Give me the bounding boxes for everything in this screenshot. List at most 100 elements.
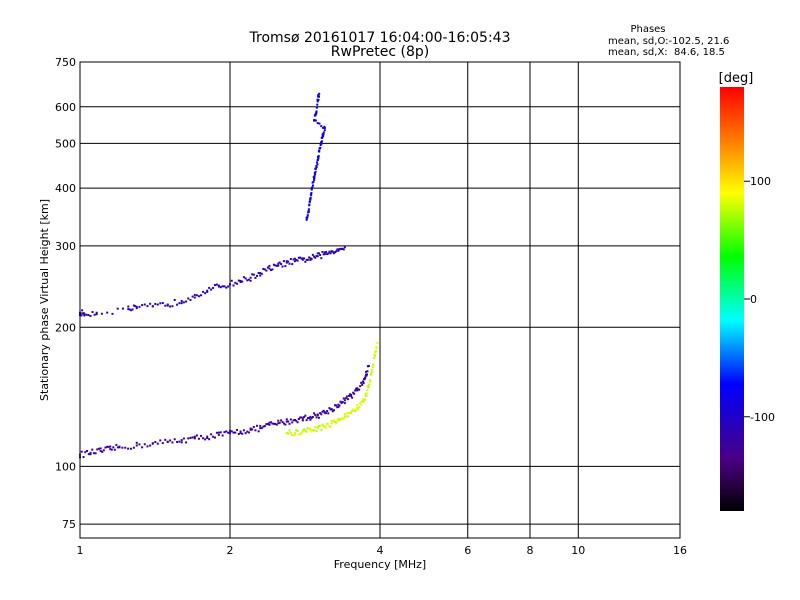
data-point — [339, 418, 342, 421]
data-point — [364, 377, 367, 380]
phases-title: Phases — [630, 24, 665, 35]
data-point — [189, 436, 192, 439]
data-point — [322, 133, 325, 136]
data-point — [309, 415, 312, 418]
data-point — [229, 432, 231, 435]
data-point — [287, 420, 290, 423]
data-point — [221, 434, 224, 437]
data-point — [307, 208, 310, 211]
data-point — [331, 420, 334, 423]
data-point — [340, 417, 343, 420]
data-point — [350, 395, 353, 398]
data-point — [208, 286, 211, 289]
data-point — [316, 99, 319, 102]
data-point — [244, 277, 247, 280]
data-point — [180, 439, 183, 442]
data-point — [161, 442, 164, 445]
data-point — [285, 418, 288, 421]
data-point — [132, 304, 135, 307]
data-point — [159, 302, 162, 305]
data-point — [288, 429, 291, 432]
data-point — [161, 302, 164, 305]
data-point — [341, 401, 344, 404]
data-point — [301, 258, 304, 261]
data-point — [116, 446, 119, 449]
data-point — [340, 402, 343, 405]
data-point — [316, 159, 319, 162]
data-point — [354, 409, 357, 412]
data-point — [318, 150, 321, 153]
data-point — [346, 415, 349, 418]
data-point — [312, 184, 315, 187]
data-point — [132, 446, 135, 449]
y-tick-label: 100 — [55, 460, 76, 473]
data-point — [335, 250, 338, 253]
data-point — [219, 286, 222, 289]
plot-frame — [79, 61, 681, 539]
data-point — [89, 451, 92, 454]
data-point — [195, 434, 198, 437]
data-point — [336, 406, 339, 409]
data-point — [239, 280, 242, 283]
data-point — [360, 403, 363, 406]
data-point — [242, 429, 245, 432]
data-point — [254, 276, 257, 279]
colorbar-ticks: 100 0 -100 — [744, 175, 775, 424]
data-point — [328, 425, 331, 428]
data-point — [330, 408, 333, 411]
data-point — [208, 438, 211, 441]
data-point — [367, 386, 370, 389]
data-point — [99, 447, 102, 450]
data-point — [309, 428, 312, 431]
data-point — [342, 397, 345, 400]
data-point — [352, 408, 355, 411]
data-point — [337, 249, 340, 252]
data-point — [210, 288, 213, 291]
data-point — [223, 285, 226, 288]
data-point — [305, 430, 308, 433]
data-point — [275, 423, 278, 426]
data-point — [308, 427, 311, 430]
data-point — [310, 194, 313, 197]
data-point — [128, 308, 131, 311]
data-point — [112, 446, 115, 449]
data-point — [80, 450, 83, 453]
data-point — [362, 381, 365, 384]
colorbar-tick-label: -100 — [750, 411, 775, 424]
data-point — [291, 421, 294, 424]
data-point — [354, 389, 357, 392]
data-point — [364, 398, 367, 401]
data-point — [269, 421, 272, 424]
data-point — [236, 282, 239, 285]
data-point — [257, 430, 260, 433]
data-point — [314, 426, 317, 429]
data-point — [195, 294, 198, 297]
data-point — [315, 416, 318, 419]
data-point — [89, 453, 92, 456]
data-point — [301, 430, 304, 433]
data-point — [293, 432, 296, 435]
data-point — [191, 436, 194, 439]
data-point — [135, 306, 138, 309]
data-point — [300, 416, 303, 419]
data-point — [246, 430, 249, 433]
data-point — [375, 345, 378, 348]
x-tick-label: 2 — [227, 544, 234, 557]
phases-o-stats: mean, sd,O:-102.5, 21.6 — [608, 36, 729, 47]
data-point — [309, 427, 312, 430]
data-point — [213, 436, 216, 439]
data-point — [338, 248, 341, 251]
data-point — [361, 383, 364, 386]
data-point — [185, 300, 188, 303]
data-point — [332, 409, 335, 412]
data-point — [97, 447, 100, 450]
data-point — [87, 453, 90, 456]
data-point — [187, 437, 190, 440]
data-point — [312, 181, 315, 184]
data-point — [359, 401, 362, 404]
data-point — [268, 267, 271, 270]
data-point — [263, 425, 266, 428]
data-point — [101, 450, 104, 453]
data-point — [374, 350, 377, 353]
data-point — [239, 279, 242, 282]
